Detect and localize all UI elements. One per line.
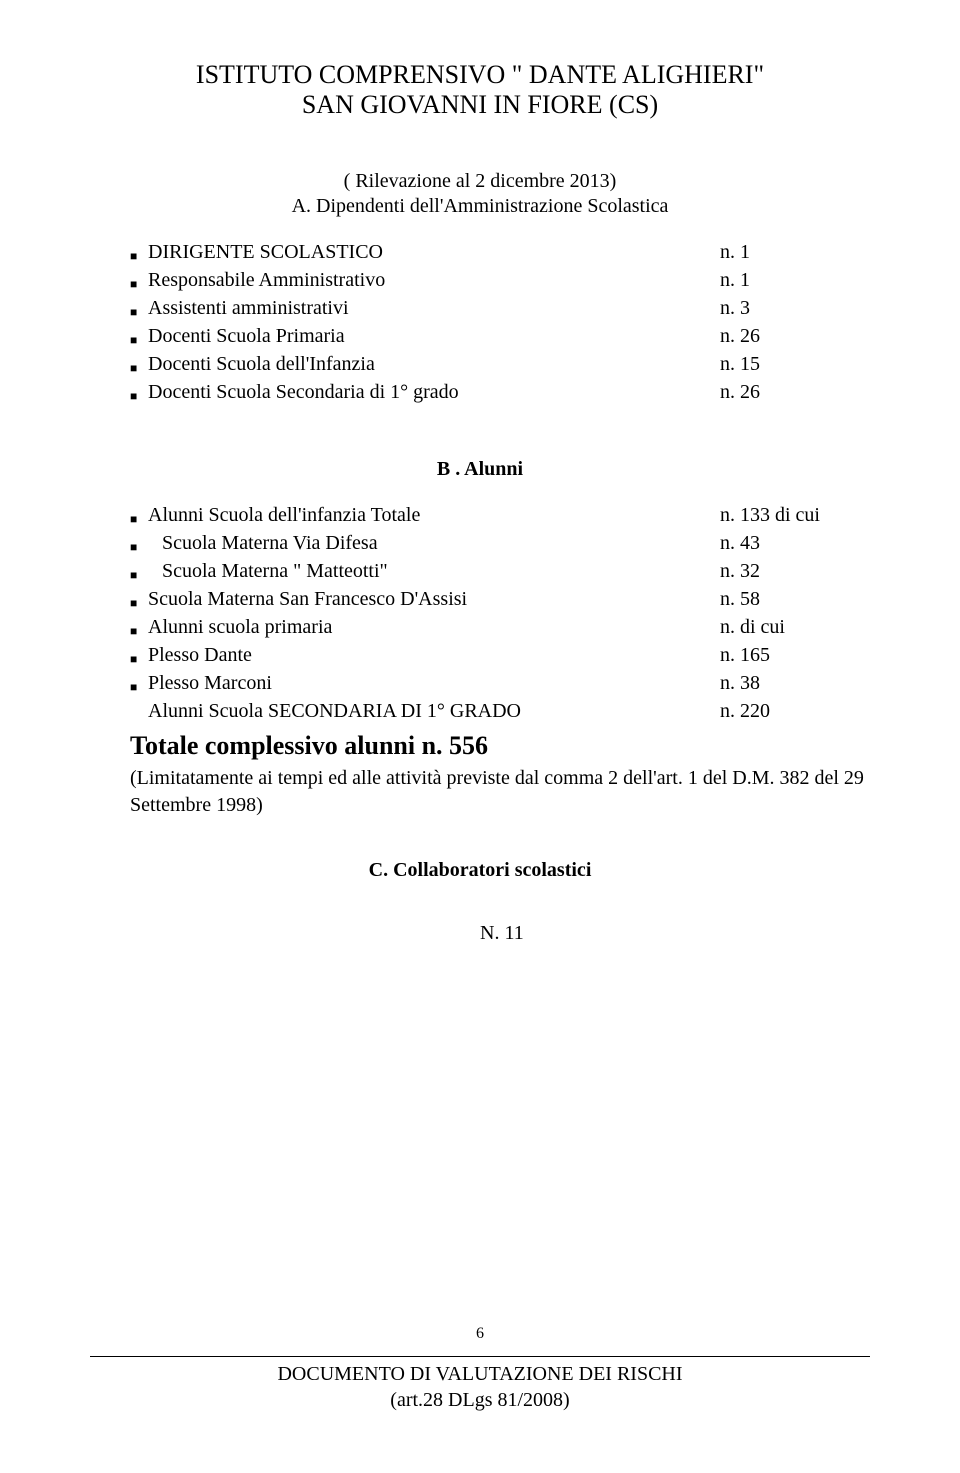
- staff-label: Docenti Scuola Primaria: [148, 322, 720, 350]
- alunni-label: Alunni scuola primaria: [148, 613, 720, 641]
- bullet-icon: ■: [130, 248, 148, 265]
- section-c-heading: C. Collaboratori scolastici: [90, 859, 870, 882]
- bullet-icon: ■: [130, 276, 148, 293]
- list-item: ■ Docenti Scuola dell'Infanzia n. 15: [130, 350, 870, 378]
- list-item: ■ Alunni scuola primaria n. di cui: [130, 613, 870, 641]
- alunni-list: ■ Alunni Scuola dell'infanzia Totale n. …: [130, 501, 870, 725]
- footer: DOCUMENTO DI VALUTAZIONE DEI RISCHI (art…: [90, 1356, 870, 1413]
- institution-location: SAN GIOVANNI IN FIORE (CS): [90, 90, 870, 120]
- list-item: ■ DIRIGENTE SCOLASTICO n. 1: [130, 238, 870, 266]
- bullet-icon: ■: [130, 511, 148, 528]
- staff-value: n. 1: [720, 266, 870, 294]
- list-item: ■ Scuola Materna Via Difesa n. 43: [130, 529, 870, 557]
- staff-label: Docenti Scuola Secondaria di 1° grado: [148, 378, 720, 406]
- alunni-label: Scuola Materna " Matteotti": [148, 557, 720, 585]
- staff-value: n. 26: [720, 378, 870, 406]
- staff-value: n. 3: [720, 294, 870, 322]
- list-item: ■ Docenti Scuola Secondaria di 1° grado …: [130, 378, 870, 406]
- staff-label: Responsabile Amministrativo: [148, 266, 720, 294]
- list-item: ■ Plesso Dante n. 165: [130, 641, 870, 669]
- bullet-icon: ■: [130, 388, 148, 405]
- section-b-heading: B . Alunni: [90, 458, 870, 481]
- staff-value: n. 26: [720, 322, 870, 350]
- alunni-label: Scuola Materna Via Difesa: [148, 529, 720, 557]
- alunni-label: Plesso Dante: [148, 641, 720, 669]
- list-item: ■ Responsabile Amministrativo n. 1: [130, 266, 870, 294]
- survey-date: ( Rilevazione al 2 dicembre 2013): [90, 170, 870, 193]
- staff-label: Docenti Scuola dell'Infanzia: [148, 350, 720, 378]
- section-a: ( Rilevazione al 2 dicembre 2013) A. Dip…: [90, 170, 870, 406]
- institution-name: ISTITUTO COMPRENSIVO " DANTE ALIGHIERI": [90, 60, 870, 90]
- bullet-icon: ■: [130, 623, 148, 640]
- limitation-note: (Limitatamente ai tempi ed alle attività…: [130, 765, 870, 819]
- collaborator-count: N. 11: [480, 922, 870, 945]
- bullet-icon: ■: [130, 567, 148, 584]
- alunni-value: n. 58: [720, 585, 870, 613]
- institution-header: ISTITUTO COMPRENSIVO " DANTE ALIGHIERI" …: [90, 60, 870, 120]
- staff-value: n. 1: [720, 238, 870, 266]
- page-number: 6: [0, 1325, 960, 1343]
- bullet-icon: ■: [130, 651, 148, 668]
- list-item: ■ Scuola Materna " Matteotti" n. 32: [130, 557, 870, 585]
- list-item: ■ Alunni Scuola dell'infanzia Totale n. …: [130, 501, 870, 529]
- bullet-icon: ■: [130, 360, 148, 377]
- section-a-heading: A. Dipendenti dell'Amministrazione Scola…: [90, 195, 870, 218]
- bullet-icon: ■: [130, 332, 148, 349]
- bullet-icon: ■: [130, 595, 148, 612]
- alunni-label: Alunni Scuola dell'infanzia Totale: [148, 501, 720, 529]
- alunni-label: Plesso Marconi: [148, 669, 720, 697]
- alunni-value: n. 38: [720, 669, 870, 697]
- alunni-value: n. 43: [720, 529, 870, 557]
- staff-value: n. 15: [720, 350, 870, 378]
- list-item: ■ Assistenti amministrativi n. 3: [130, 294, 870, 322]
- staff-label: Assistenti amministrativi: [148, 294, 720, 322]
- alunni-value: n. 165: [720, 641, 870, 669]
- total-students: Totale complessivo alunni n. 556: [130, 731, 870, 761]
- section-b: B . Alunni ■ Alunni Scuola dell'infanzia…: [90, 458, 870, 819]
- list-item: ■ Scuola Materna San Francesco D'Assisi …: [130, 585, 870, 613]
- staff-list: ■ DIRIGENTE SCOLASTICO n. 1 ■ Responsabi…: [130, 238, 870, 406]
- alunni-value: n. 32: [720, 557, 870, 585]
- list-item: ■ Docenti Scuola Primaria n. 26: [130, 322, 870, 350]
- alunni-value: n. 133 di cui: [720, 501, 870, 529]
- list-item: ■ Plesso Marconi n. 38: [130, 669, 870, 697]
- alunni-value: n. 220: [720, 697, 870, 725]
- staff-label: DIRIGENTE SCOLASTICO: [148, 238, 720, 266]
- page-container: ISTITUTO COMPRENSIVO " DANTE ALIGHIERI" …: [0, 0, 960, 1473]
- bullet-icon: ■: [130, 539, 148, 556]
- footer-subtitle: (art.28 DLgs 81/2008): [90, 1387, 870, 1413]
- alunni-label: Alunni Scuola SECONDARIA DI 1° GRADO: [148, 697, 720, 725]
- bullet-icon: ■: [130, 304, 148, 321]
- list-item: Alunni Scuola SECONDARIA DI 1° GRADO n. …: [130, 697, 870, 725]
- alunni-label: Scuola Materna San Francesco D'Assisi: [148, 585, 720, 613]
- footer-title: DOCUMENTO DI VALUTAZIONE DEI RISCHI: [90, 1361, 870, 1387]
- bullet-icon: ■: [130, 679, 148, 696]
- alunni-value: n. di cui: [720, 613, 870, 641]
